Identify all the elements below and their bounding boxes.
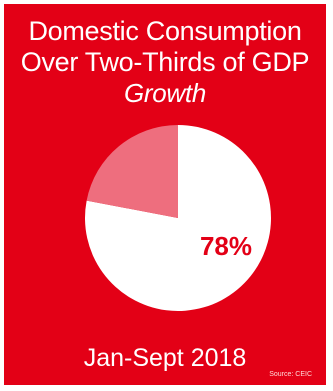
pie-slice-1 [86, 125, 178, 218]
title-line-3: Growth [123, 78, 206, 108]
title-line-2: Over Two-Thirds of GDP [20, 47, 310, 77]
source-note: Source: CEIC [269, 371, 312, 378]
period-label: Jan-Sept 2018 [83, 344, 247, 372]
infographic-card: Domestic Consumption Over Two-Thirds of … [2, 2, 328, 387]
pie-slice-label: 78% [200, 231, 252, 261]
pie-chart: 78% [84, 125, 271, 311]
pie-slice-0 [84, 125, 271, 311]
title-line-1: Domestic Consumption [28, 16, 302, 46]
